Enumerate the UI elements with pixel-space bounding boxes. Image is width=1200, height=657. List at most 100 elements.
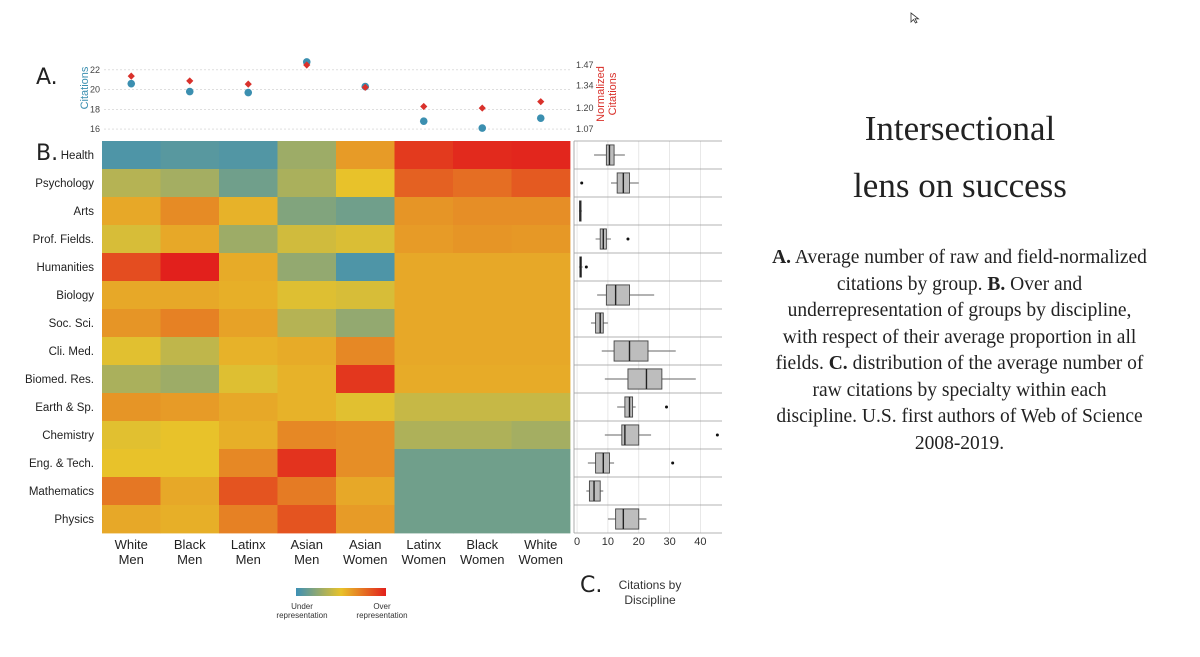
heatmap-cell <box>394 449 454 478</box>
legend-gradient-bar <box>296 588 386 596</box>
box-plot-gridlines <box>573 140 722 534</box>
dot-plot-left-tick-label: 16 <box>90 124 100 134</box>
heatmap-column-label: Men <box>236 552 261 567</box>
heatmap-row-label: Soc. Sci. <box>49 318 94 330</box>
desc-c-text: distribution of the average number of ra… <box>776 353 1144 454</box>
box-iqr <box>627 368 663 390</box>
heatmap-cell <box>453 141 512 170</box>
heatmap-cell <box>219 309 278 338</box>
heatmap-cell <box>160 169 220 198</box>
heatmap-cell <box>336 309 395 338</box>
box-iqr <box>613 340 649 362</box>
heatmap-column-label: Latinx <box>231 537 266 552</box>
heatmap-cell <box>511 141 571 170</box>
dot-plot-left-tick-label: 22 <box>90 65 100 75</box>
desc-c-label: C. <box>828 353 848 374</box>
heatmap-column-label: Men <box>177 552 202 567</box>
heatmap-cell <box>219 365 278 394</box>
heatmap-column-labels: WhiteMenBlackMenLatinxMenAsianMenAsianWo… <box>115 537 563 567</box>
heatmap-cell <box>336 421 395 450</box>
heatmap-cell <box>219 197 278 226</box>
dot-plot-right-tick-label: 1.34 <box>576 81 594 91</box>
normalized-citations-point <box>361 83 369 91</box>
heatmap-cell <box>453 309 512 338</box>
box-iqr <box>621 424 640 446</box>
box-plot-marks <box>578 144 719 530</box>
box-plot-tick-label: 30 <box>663 536 675 548</box>
heatmap-cell <box>277 141 337 170</box>
heatmap-cell <box>160 505 220 534</box>
box-plot-tick-label: 20 <box>633 536 645 548</box>
heatmap-cell <box>336 449 395 478</box>
heatmap-cell <box>511 337 571 366</box>
heatmap-row-label: Psychology <box>35 178 94 190</box>
heatmap-cell <box>277 197 337 226</box>
heatmap-cell <box>336 225 395 254</box>
slide-title: Intersectional lens on success <box>790 100 1130 214</box>
heatmap-cell <box>277 505 337 534</box>
heatmap-cell <box>160 449 220 478</box>
heatmap-column-label: Asian <box>290 537 323 552</box>
citations-point <box>244 88 253 97</box>
legend-label-word: representation <box>356 611 407 620</box>
color-legend: Under representation Over representation <box>276 588 408 620</box>
heatmap-cell <box>336 141 395 170</box>
heatmap-cell <box>453 393 512 422</box>
heatmap-cell <box>453 281 512 310</box>
heatmap-cell <box>511 309 571 338</box>
box-outlier-point <box>671 461 675 465</box>
heatmap-cell <box>394 225 454 254</box>
box-plot-tick-label: 40 <box>694 536 706 548</box>
heatmap-cell <box>219 225 278 254</box>
heatmap-cell <box>394 141 454 170</box>
heatmap-cell <box>219 505 278 534</box>
box-iqr <box>595 312 604 334</box>
heatmap-column-label: Asian <box>349 537 382 552</box>
legend-label-word: representation <box>276 611 327 620</box>
heatmap-cell <box>160 421 220 450</box>
legend-high-label: Over representation <box>356 602 407 620</box>
slide-title-line1: Intersectional <box>864 109 1056 148</box>
heatmap-cell <box>219 253 278 282</box>
heatmap-cell <box>453 225 512 254</box>
heatmap-cell <box>511 449 571 478</box>
heatmap-row-label: Humanities <box>36 262 94 274</box>
heatmap-row-label: Chemistry <box>42 430 94 442</box>
dot-plot-right-axis-title-word: Citations <box>607 72 619 115</box>
heatmap-cell <box>277 365 337 394</box>
heatmap-row-label: Cli. Med. <box>49 346 94 358</box>
heatmap-cell <box>277 169 337 198</box>
normalized-citations-point <box>537 98 545 106</box>
heatmap-cell <box>511 365 571 394</box>
panel-a-letter: A. <box>36 65 58 90</box>
heatmap-cell <box>277 225 337 254</box>
citations-point <box>536 114 545 122</box>
heatmap-row-label: Prof. Fields. <box>33 234 94 246</box>
heatmap-cell <box>102 337 161 366</box>
heatmap-cell <box>336 337 395 366</box>
heatmap-column-label: Women <box>518 552 563 567</box>
dot-plot-right-axis-title: NormalizedCitations <box>595 66 619 122</box>
heatmap-cell <box>160 365 220 394</box>
heatmap-cell <box>219 169 278 198</box>
heatmap-cell <box>219 477 278 506</box>
heatmap-cell <box>160 141 220 170</box>
desc-b-label: B. <box>987 273 1006 295</box>
heatmap-row-label: Earth & Sp. <box>35 402 94 414</box>
normalized-citations-point <box>303 61 311 69</box>
citations-dot-plot: 16 18 20 22 1.07 1.20 1.34 1.47 Citations Norm… <box>79 58 619 134</box>
heatmap-cell <box>102 449 161 478</box>
heatmap-cell <box>160 477 220 506</box>
heatmap-cell <box>102 421 161 450</box>
heatmap-cell <box>219 421 278 450</box>
heatmap-cell <box>336 197 395 226</box>
heatmap-cell <box>102 253 161 282</box>
heatmap-cell <box>219 141 278 170</box>
heatmap-column-label: Women <box>460 552 505 567</box>
heatmap-row-label: Physics <box>54 514 94 526</box>
heatmap-cell <box>394 421 454 450</box>
desc-a-label: A. <box>772 247 792 268</box>
heatmap-cell <box>394 393 454 422</box>
dot-plot-left-ticks: 16 18 20 22 <box>90 65 100 134</box>
heatmap-row-label: Health <box>61 150 94 162</box>
